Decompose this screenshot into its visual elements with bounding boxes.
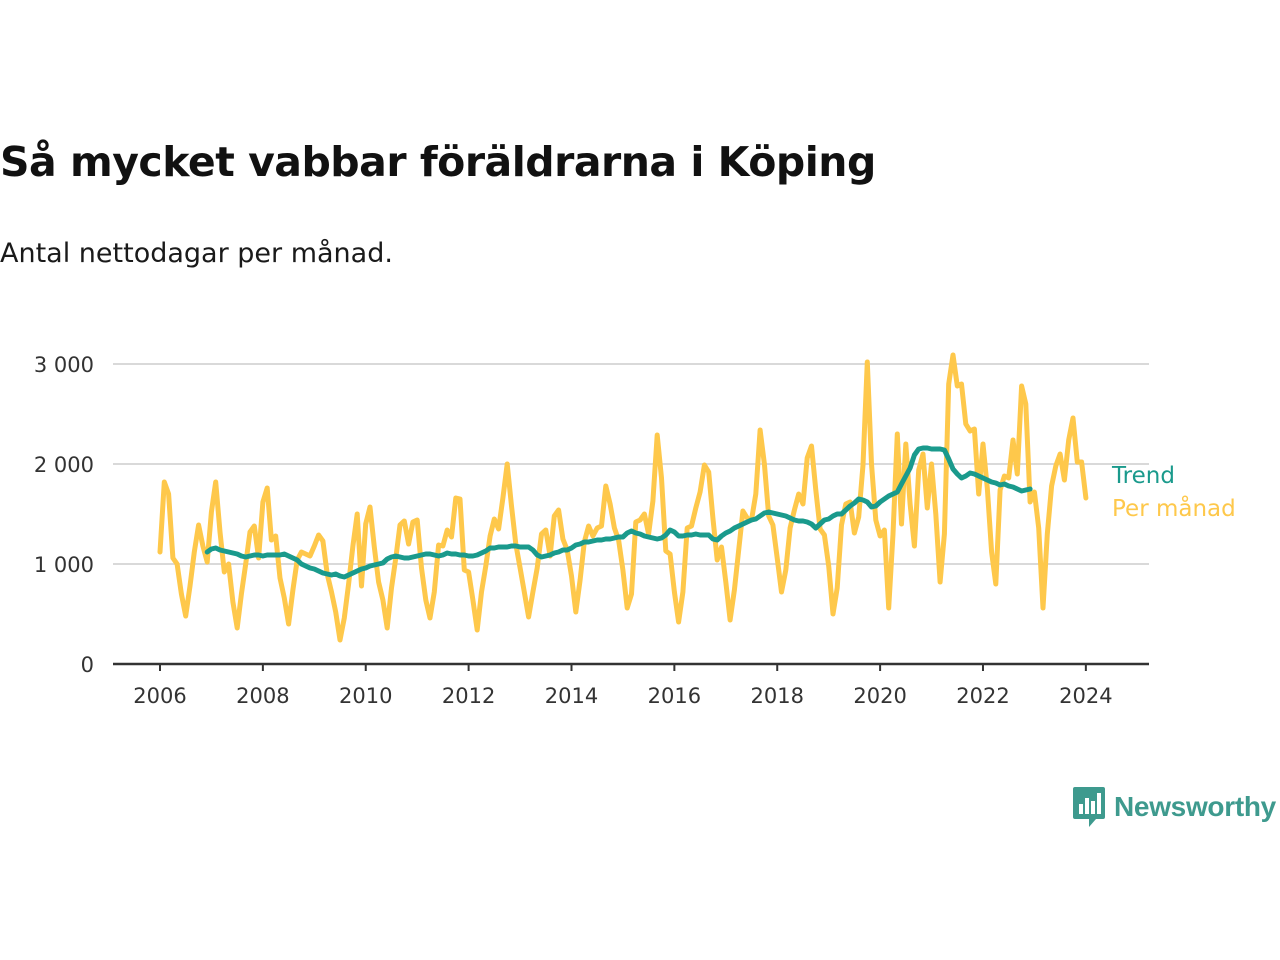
x-tick-label: 2024 xyxy=(1059,684,1112,708)
x-tick-label: 2018 xyxy=(751,684,804,708)
brand-name: Newsworthy xyxy=(1114,791,1276,822)
series-labels: Trend Per månad xyxy=(1111,463,1236,522)
y-axis-tick-labels: 0 1 000 2 000 3 000 xyxy=(34,353,94,677)
x-tick-label: 2008 xyxy=(236,684,289,708)
gridlines xyxy=(113,363,1149,565)
y-tick-label: 0 xyxy=(81,653,94,677)
series-label-per-manad: Per månad xyxy=(1112,494,1236,522)
y-tick-label: 2 000 xyxy=(34,453,94,477)
x-tick-label: 2022 xyxy=(956,684,1009,708)
x-axis-tick-labels: 2006 2008 2010 2012 2014 2016 2018 2020 2022 2024 xyxy=(133,684,1112,708)
series-line-per-manad xyxy=(157,352,1089,643)
x-tick-label: 2020 xyxy=(853,684,906,708)
y-tick-label: 3 000 xyxy=(34,353,94,377)
x-tick-label: 2012 xyxy=(442,684,495,708)
x-tick-label: 2010 xyxy=(339,684,392,708)
newsworthy-logo-icon xyxy=(1073,787,1105,827)
x-tick-label: 2016 xyxy=(648,684,701,708)
chart-subtitle: Antal nettodagar per månad. xyxy=(0,238,393,269)
x-tick-label: 2014 xyxy=(545,684,598,708)
series-label-trend: Trend xyxy=(1111,463,1175,489)
series-lines xyxy=(157,352,1089,643)
newsworthy-logo: Newsworthy xyxy=(1072,786,1276,828)
y-tick-label: 1 000 xyxy=(34,553,94,577)
x-tick-label: 2006 xyxy=(133,684,186,708)
series-line-trend xyxy=(204,445,1033,580)
chart-title: Så mycket vabbar föräldrarna i Köping xyxy=(0,138,876,186)
x-axis-ticks xyxy=(159,664,1087,671)
